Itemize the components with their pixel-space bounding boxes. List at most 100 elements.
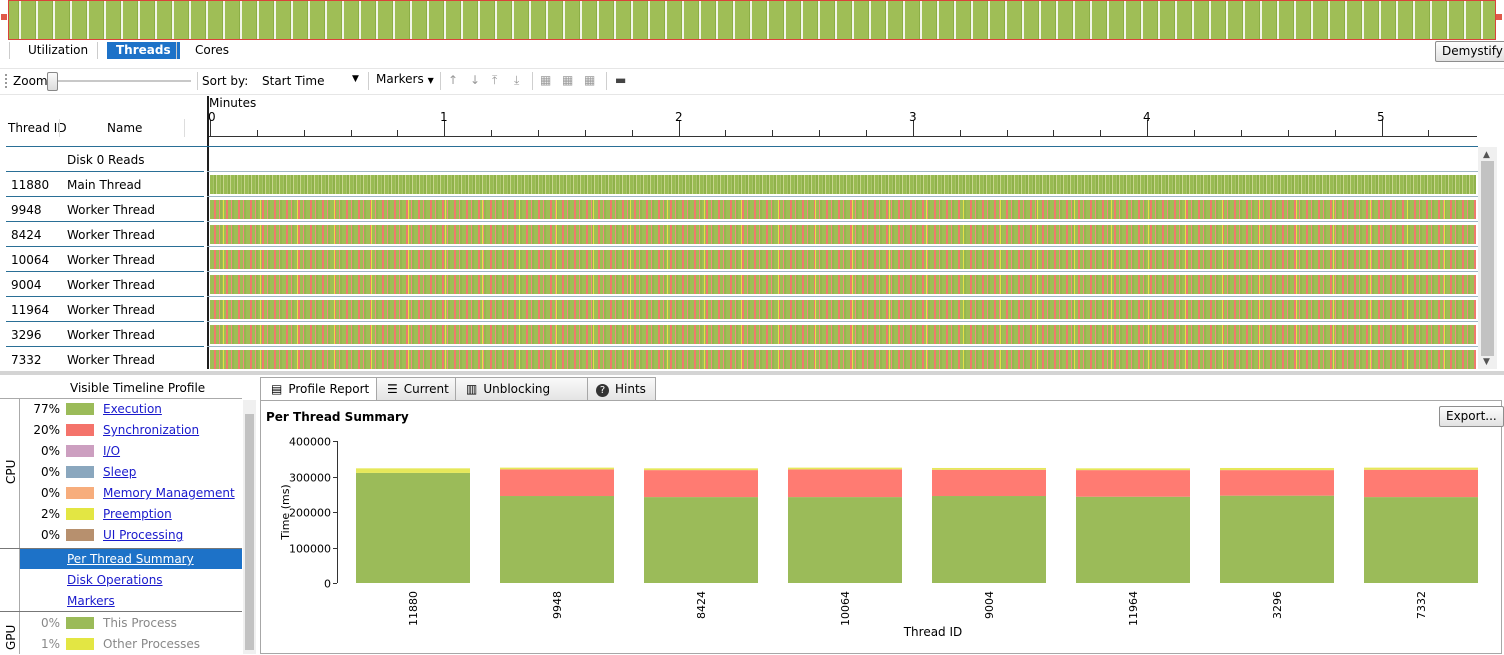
thread-id: 11880 (11, 178, 50, 192)
zoom-slider-thumb[interactable] (47, 72, 58, 91)
markers-dropdown[interactable]: Markers ▼ (376, 72, 434, 86)
thread-row[interactable]: 11880 Main Thread (0, 172, 1504, 197)
thread-name: Worker Thread (67, 253, 156, 267)
bar-execution (788, 497, 902, 583)
thread-name: Worker Thread (67, 353, 156, 367)
filter-clear-icon[interactable]: ▦ (584, 73, 596, 87)
timeline-scrollbar[interactable]: ▲ ▼ (1478, 147, 1497, 369)
column-header-name[interactable]: Name (107, 121, 143, 135)
sort-by-label: Sort by: (202, 74, 249, 88)
report-item-per-thread-summary[interactable]: Per Thread Summary (20, 549, 242, 569)
gpu-item-this-process: 0% This Process (40, 616, 177, 630)
toolbar: Zoom Sort by: Start Time ▼ Markers ▼ ↑ ↓… (0, 68, 1504, 95)
filter-remove-icon[interactable]: ▦ (562, 73, 574, 87)
legend-swatch (66, 617, 94, 629)
legend-swatch (66, 487, 94, 499)
bar-synchronization (644, 470, 758, 498)
legend-item-synchronization[interactable]: 20% Synchronization (33, 423, 200, 437)
legend-item-memory-management[interactable]: 0% Memory Management (40, 486, 235, 500)
legend-item-sleep[interactable]: 0% Sleep (40, 465, 137, 479)
x-tick-label: 3296 (1271, 591, 1284, 619)
tick-label: 5 (1377, 110, 1385, 124)
move-up-icon[interactable]: ↑ (448, 73, 459, 87)
tab-profile-report[interactable]: ▤ Profile Report (260, 377, 378, 401)
tab-cores[interactable]: Cores (195, 43, 230, 57)
bar-execution (356, 472, 470, 583)
tab-hints[interactable]: ? Hints (587, 377, 656, 400)
thread-activity-track[interactable] (210, 300, 1476, 319)
bar-preemption (932, 467, 1046, 470)
list-icon: ☰ (387, 382, 398, 396)
bar-preemption (644, 468, 758, 471)
legend-swatch (66, 466, 94, 478)
timeline-cursor[interactable] (207, 96, 209, 369)
help-icon: ? (596, 384, 609, 397)
thread-row[interactable]: Disk 0 Reads (0, 147, 1504, 172)
bar-synchronization (500, 469, 614, 497)
tab-unblocking-stack[interactable]: ▥Unblocking Stack (455, 377, 588, 418)
thread-activity-track[interactable] (210, 175, 1476, 194)
move-bottom-icon[interactable]: ⤓ (514, 73, 520, 87)
thread-row[interactable]: 8424 Worker Thread (0, 222, 1504, 247)
thread-id: 7332 (11, 353, 42, 367)
legend-item-io[interactable]: 0% I/O (40, 444, 121, 458)
thread-activity-track[interactable] (210, 225, 1476, 244)
thread-id: 9004 (11, 278, 42, 292)
thread-row[interactable]: 9948 Worker Thread (0, 197, 1504, 222)
timeline-overview-strip[interactable] (8, 0, 1496, 40)
thread-id: 3296 (11, 328, 42, 342)
move-top-icon[interactable]: ⤒ (492, 73, 498, 87)
x-tick-label: 9948 (551, 591, 564, 619)
ruler-icon[interactable]: ▬ (615, 73, 627, 87)
thread-row[interactable]: 3296 Worker Thread (0, 322, 1504, 347)
tab-current[interactable]: ☰ Current (376, 377, 456, 400)
scrollbar-thumb[interactable] (245, 414, 254, 650)
legend-item-preemption[interactable]: 2% Preemption (40, 507, 172, 521)
bar-preemption (788, 467, 902, 470)
zoom-slider-track[interactable] (49, 80, 191, 82)
minutes-label: Minutes (209, 96, 257, 110)
profile-scrollbar[interactable] (243, 400, 256, 654)
thread-name: Worker Thread (67, 328, 156, 342)
thread-row[interactable]: 7332 Worker Thread (0, 347, 1504, 369)
export-button[interactable]: Export... (1439, 406, 1504, 427)
scrollbar-thumb[interactable] (1481, 161, 1494, 356)
move-down-icon[interactable]: ↓ (470, 73, 481, 87)
thread-activity-track[interactable] (210, 200, 1476, 219)
scroll-up-icon[interactable]: ▲ (1483, 150, 1490, 160)
report-item-disk-operations[interactable]: Disk Operations (67, 573, 163, 587)
range-start-handle[interactable] (1, 14, 7, 20)
report-panel: Per Thread Summary Export... 400000 30000… (260, 400, 1504, 654)
thread-id: 11964 (11, 303, 50, 317)
sort-select[interactable]: Start Time ▼ (256, 71, 364, 90)
x-tick-label: 9004 (983, 591, 996, 619)
y-tick-label: 0 (324, 578, 331, 591)
y-tick-label: 100000 (289, 543, 331, 556)
legend-swatch (66, 638, 94, 650)
range-end-handle[interactable] (1496, 14, 1502, 20)
report-item-markers[interactable]: Markers (67, 594, 115, 608)
bar-execution (1364, 497, 1478, 583)
bar-synchronization (1076, 470, 1190, 497)
thread-activity-track[interactable] (210, 275, 1476, 294)
legend-item-execution[interactable]: 77% Execution (33, 402, 162, 416)
tick-label: 4 (1143, 110, 1151, 124)
thread-activity-track[interactable] (210, 350, 1476, 369)
demystify-button[interactable]: Demystify (1435, 41, 1504, 62)
thread-activity-track[interactable] (210, 250, 1476, 269)
thread-id: 10064 (11, 253, 50, 267)
thread-activity-track[interactable] (210, 325, 1476, 344)
legend-swatch (66, 424, 94, 436)
tab-utilization[interactable]: Utilization (28, 43, 89, 57)
thread-row[interactable]: 9004 Worker Thread (0, 272, 1504, 297)
legend-item-ui-processing[interactable]: 0% UI Processing (40, 528, 184, 542)
gpu-label: GPU (4, 624, 18, 650)
scroll-down-icon[interactable]: ▼ (1483, 357, 1490, 367)
filter-icon[interactable]: ▦ (540, 73, 552, 87)
tab-threads[interactable]: Threads (107, 42, 180, 59)
thread-row[interactable]: 11964 Worker Thread (0, 297, 1504, 322)
panel-splitter[interactable] (0, 371, 1504, 375)
column-header-thread-id[interactable]: Thread ID (8, 121, 67, 135)
thread-row[interactable]: 10064 Worker Thread (0, 247, 1504, 272)
toolbar-grip (5, 74, 9, 88)
